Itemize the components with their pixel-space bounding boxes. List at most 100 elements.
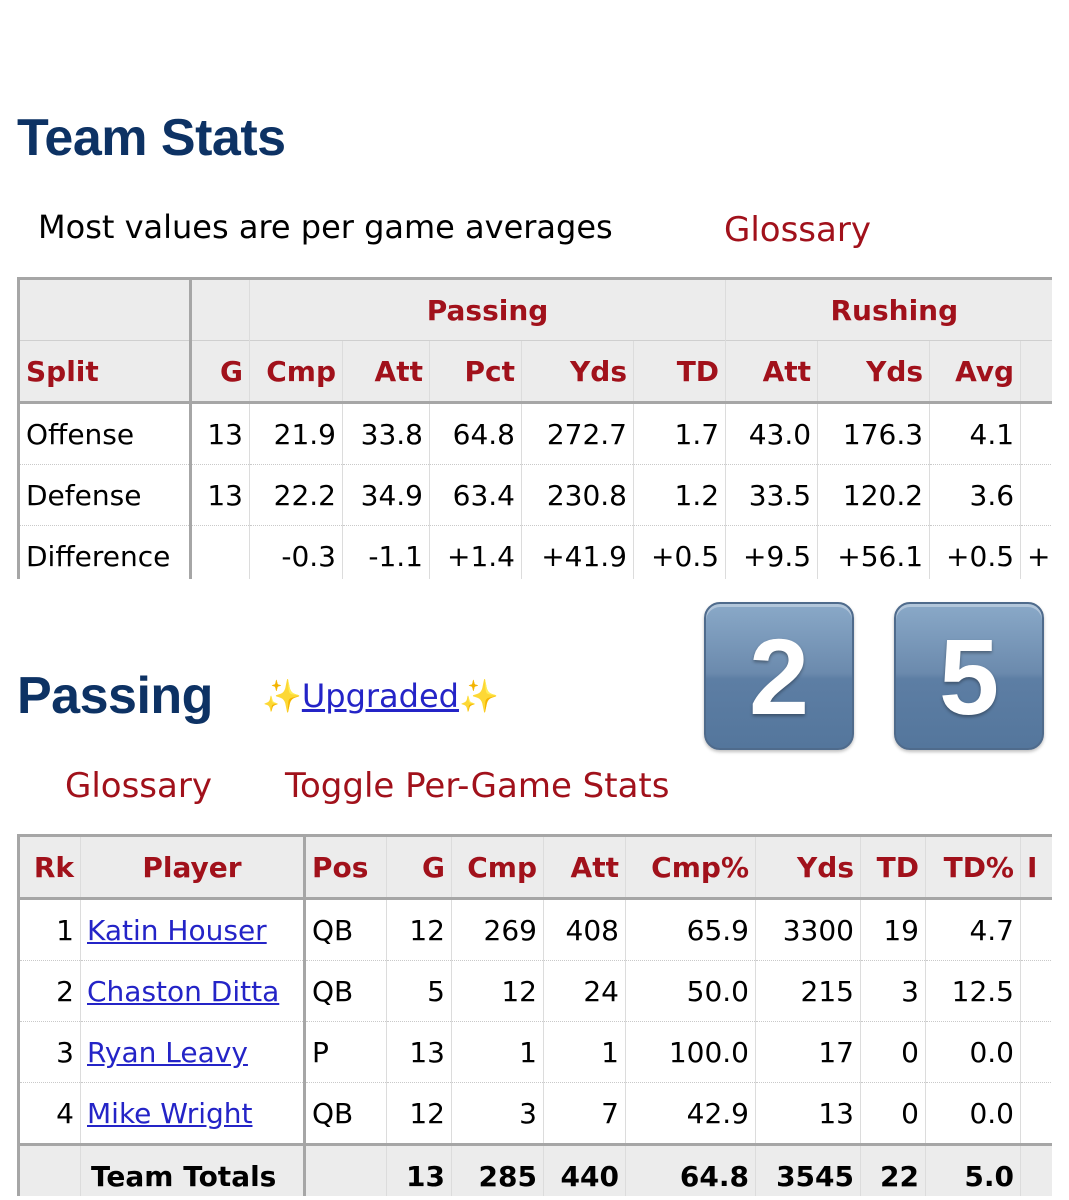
- stat-cell: 100.0: [625, 1021, 756, 1083]
- player-row: 3 Ryan Leavy P 13 1 1 100.0 17 0 0.0: [18, 1021, 1052, 1083]
- col-header-pos[interactable]: Pos: [303, 835, 387, 899]
- col-header-att[interactable]: Att: [543, 835, 626, 899]
- stat-cell: [1020, 464, 1052, 526]
- player-link[interactable]: Chaston Ditta: [87, 974, 280, 1008]
- stat-cell: 50.0: [625, 960, 756, 1022]
- stat-cell: 7: [543, 1082, 626, 1145]
- pos-cell: QB: [303, 960, 387, 1022]
- col-header-int[interactable]: I: [1020, 835, 1052, 899]
- col-header-cmp[interactable]: Cmp: [451, 835, 544, 899]
- player-row: 2 Chaston Ditta QB 5 12 24 50.0 215 3 12.5: [18, 960, 1052, 1022]
- stat-cell: +9.5: [725, 525, 818, 579]
- col-header-rush-yds[interactable]: Yds: [817, 340, 930, 403]
- stat-cell: 3.6: [929, 464, 1021, 526]
- passing-column-header-row: Rk Player Pos G Cmp Att Cmp% Yds TD TD% …: [18, 835, 1052, 899]
- stat-cell: 42.9: [625, 1082, 756, 1145]
- stat-cell: 17: [755, 1021, 861, 1083]
- team-stats-glossary-link[interactable]: Glossary: [724, 210, 871, 250]
- pos-cell: QB: [303, 1082, 387, 1145]
- player-link[interactable]: Ryan Leavy: [87, 1035, 248, 1069]
- col-header-g[interactable]: G: [189, 340, 250, 403]
- split-cell: Difference: [18, 525, 191, 579]
- col-header-att[interactable]: Att: [342, 340, 430, 403]
- stat-cell: 4.7: [925, 897, 1021, 961]
- pos-cell: QB: [303, 897, 387, 961]
- stat-cell: 1.2: [632, 464, 726, 526]
- stat-cell: [1020, 1082, 1052, 1145]
- stat-cell: 120.2: [817, 464, 930, 526]
- totals-stat-cell: 3545: [755, 1143, 861, 1196]
- stat-cell: 13: [755, 1082, 861, 1145]
- stat-cell: 65.9: [625, 897, 756, 961]
- stat-cell: [1020, 1021, 1052, 1083]
- team-stats-table: Passing Rushing Split G Cmp Att Pct Yds …: [17, 277, 1052, 579]
- group-header-rushing: Rushing: [725, 278, 1052, 341]
- player-row: 4 Mike Wright QB 12 3 7 42.9 13 0 0.0: [18, 1082, 1052, 1145]
- stat-cell: 408: [543, 897, 626, 961]
- stat-cell: +0.5: [929, 525, 1021, 579]
- col-header-rush-avg[interactable]: Avg: [929, 340, 1021, 403]
- passing-heading: Passing: [17, 667, 213, 725]
- stat-cell: 1: [451, 1021, 544, 1083]
- stat-cell: 0.0: [925, 1021, 1021, 1083]
- totals-stat-cell: 13: [386, 1143, 452, 1196]
- stat-cell: +0.5: [632, 525, 726, 579]
- sparkles-icon: ✨: [262, 677, 302, 715]
- passing-table-scroll[interactable]: Rk Player Pos G Cmp Att Cmp% Yds TD TD% …: [17, 834, 1052, 1196]
- number-tile-five: 5: [894, 602, 1044, 750]
- stat-cell: 13: [386, 1021, 452, 1083]
- rank-cell: 2: [18, 960, 81, 1022]
- player-cell: Mike Wright: [80, 1082, 305, 1145]
- totals-pos-cell: [303, 1143, 387, 1196]
- col-header-rush-att[interactable]: Att: [725, 340, 818, 403]
- col-header-td[interactable]: TD: [632, 340, 726, 403]
- split-cell: Offense: [18, 401, 191, 465]
- col-header-cmp[interactable]: Cmp: [249, 340, 343, 403]
- col-header-td-pct[interactable]: TD%: [925, 835, 1021, 899]
- stat-cell: [1020, 960, 1052, 1022]
- toggle-per-game-link[interactable]: Toggle Per-Game Stats: [285, 766, 670, 806]
- totals-stat-cell: 285: [451, 1143, 544, 1196]
- player-link[interactable]: Mike Wright: [87, 1096, 253, 1130]
- col-header-yds[interactable]: Yds: [755, 835, 861, 899]
- team-stats-table-scroll[interactable]: Passing Rushing Split G Cmp Att Pct Yds …: [17, 277, 1052, 579]
- sparkles-icon: ✨: [458, 677, 499, 715]
- passing-glossary-link[interactable]: Glossary: [65, 766, 212, 806]
- stat-cell: 0: [860, 1082, 926, 1145]
- group-header-blank: [189, 278, 250, 341]
- col-header-split[interactable]: Split: [18, 340, 191, 403]
- col-header-yds[interactable]: Yds: [521, 340, 634, 403]
- stat-cell: 0.0: [925, 1082, 1021, 1145]
- stat-cell: 269: [451, 897, 544, 961]
- totals-stat-cell: [1020, 1143, 1052, 1196]
- col-header-cmp-pct[interactable]: Cmp%: [625, 835, 756, 899]
- stat-cell: 12: [386, 1082, 452, 1145]
- pos-cell: P: [303, 1021, 387, 1083]
- upgraded-link[interactable]: Upgraded: [301, 677, 459, 715]
- stat-cell: 3: [451, 1082, 544, 1145]
- col-header-td[interactable]: TD: [860, 835, 926, 899]
- col-header-rk[interactable]: Rk: [18, 835, 81, 899]
- stat-cell: 13: [189, 401, 250, 465]
- stat-cell: 0: [860, 1021, 926, 1083]
- stat-cell: +: [1020, 525, 1052, 579]
- col-header-g[interactable]: G: [386, 835, 452, 899]
- stat-cell: +1.4: [429, 525, 522, 579]
- number-tile-two: 2: [704, 602, 854, 750]
- stat-cell: [1020, 897, 1052, 961]
- player-link[interactable]: Katin Houser: [87, 913, 267, 947]
- stat-cell: 22.2: [249, 464, 343, 526]
- player-row: 1 Katin Houser QB 12 269 408 65.9 3300 19 4.7: [18, 897, 1052, 961]
- per-game-note: Most values are per game averages: [38, 208, 613, 246]
- player-cell: Katin Houser: [80, 897, 305, 961]
- stat-cell: +56.1: [817, 525, 930, 579]
- rank-cell: 3: [18, 1021, 81, 1083]
- totals-stat-cell: 22: [860, 1143, 926, 1196]
- stat-cell: 1.7: [632, 401, 726, 465]
- col-header-cut: [1020, 340, 1052, 403]
- col-header-player[interactable]: Player: [80, 835, 305, 899]
- rank-cell: 1: [18, 897, 81, 961]
- col-header-pct[interactable]: Pct: [429, 340, 522, 403]
- group-header-passing: Passing: [248, 278, 726, 341]
- player-cell: Chaston Ditta: [80, 960, 305, 1022]
